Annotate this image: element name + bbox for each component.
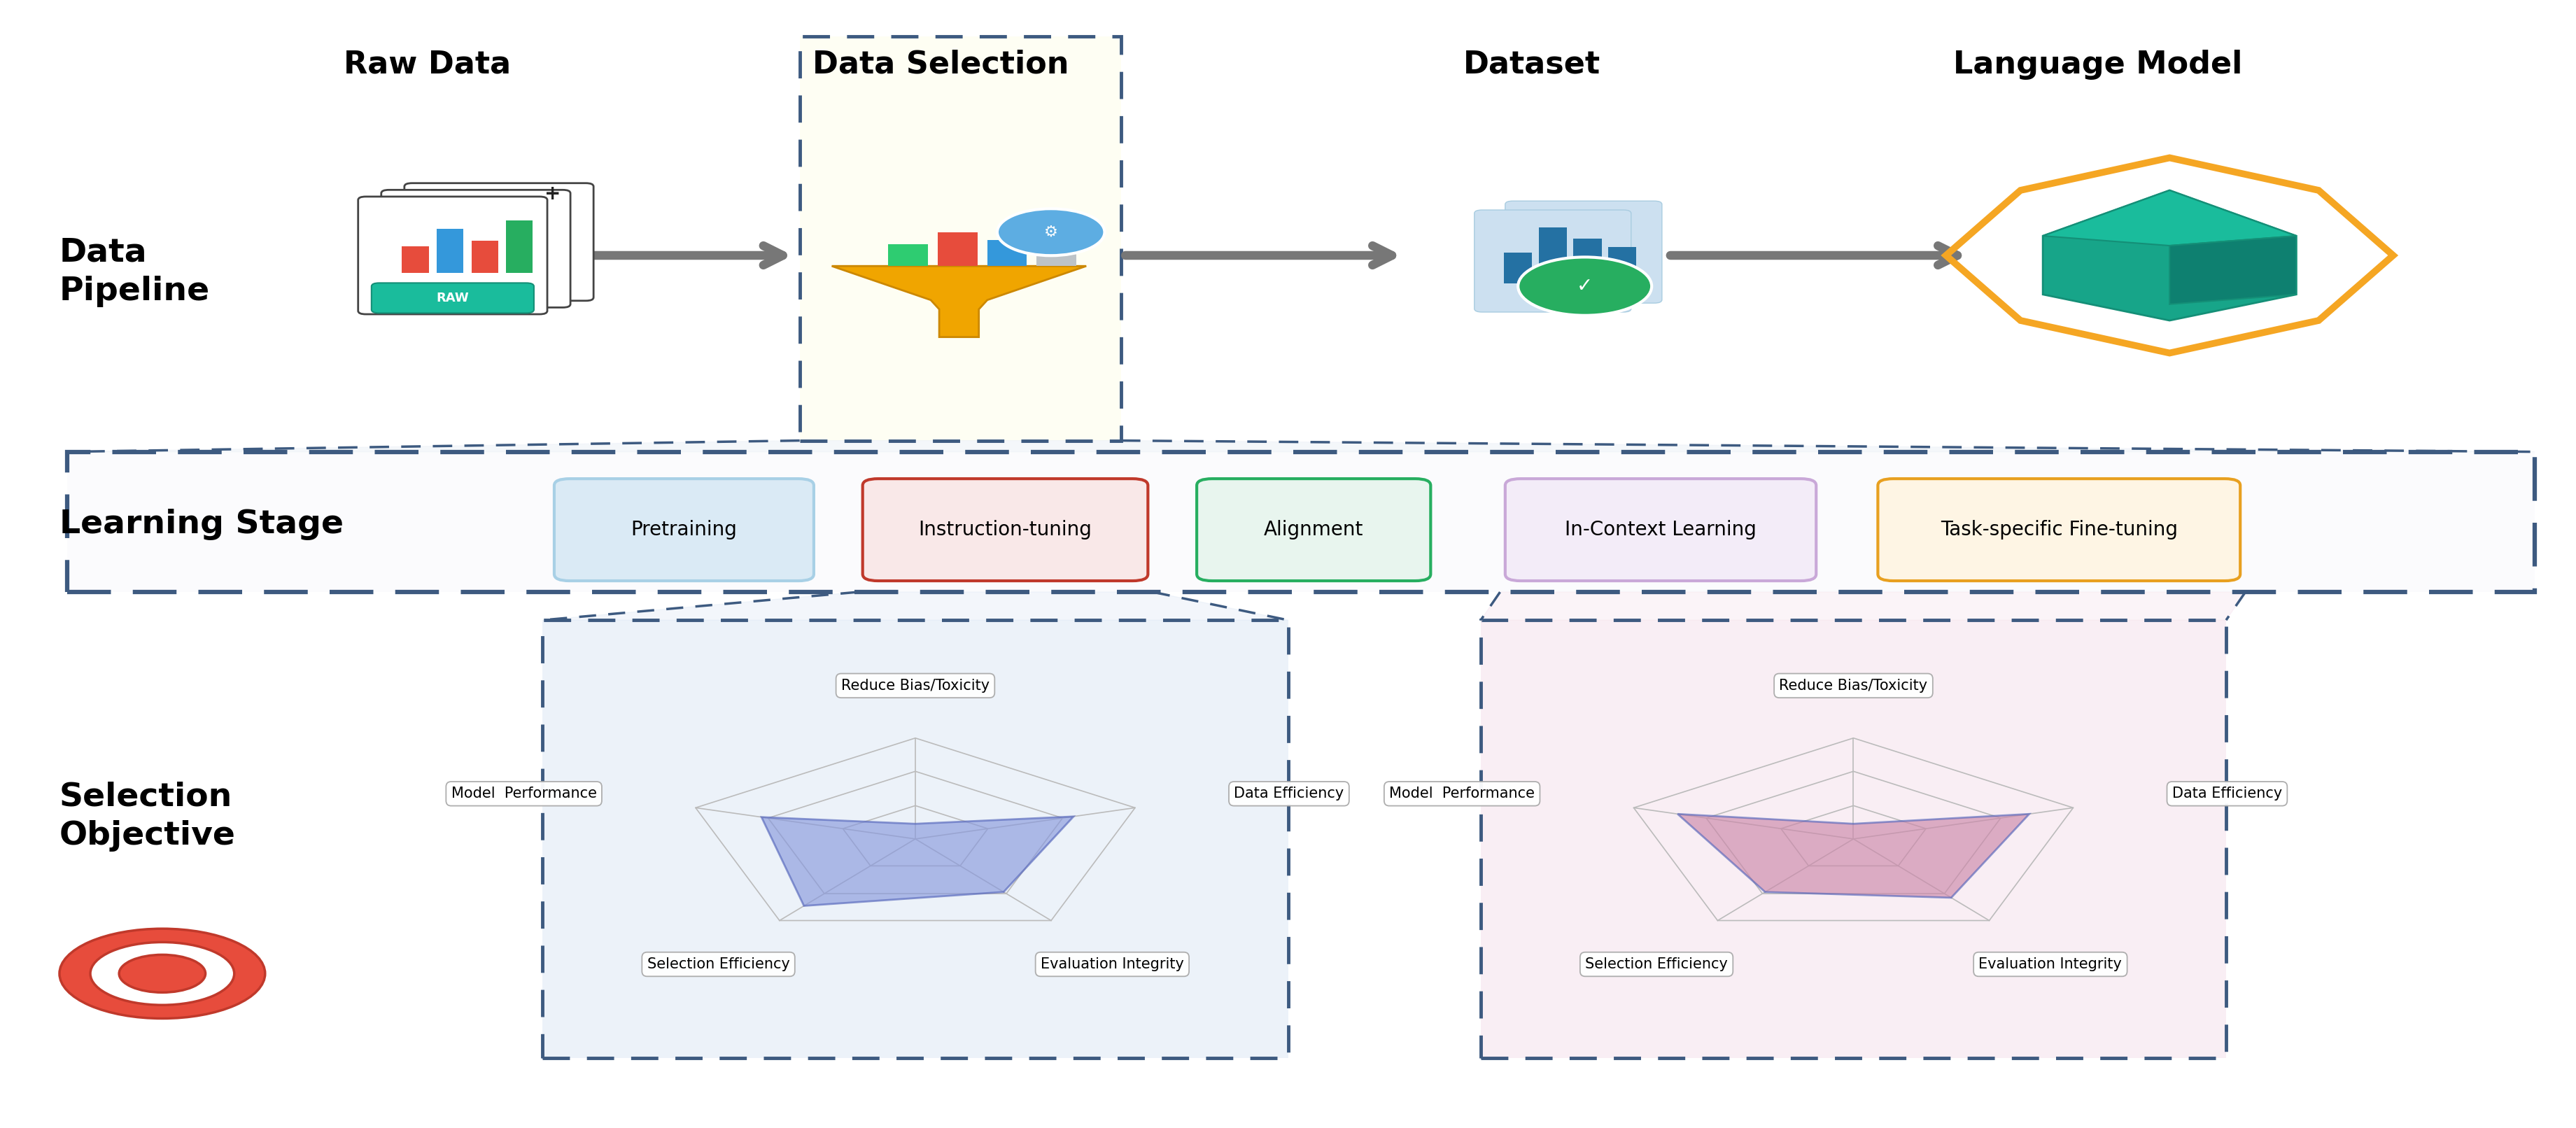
Text: +: +	[544, 184, 562, 204]
Bar	[544, 620, 1288, 1058]
Bar	[471, 240, 497, 273]
Text: Model  Performance: Model Performance	[451, 786, 598, 801]
Polygon shape	[762, 817, 1074, 906]
Text: Learning Stage: Learning Stage	[59, 509, 343, 540]
FancyBboxPatch shape	[381, 190, 569, 308]
Text: ⚙: ⚙	[1043, 226, 1059, 239]
Polygon shape	[67, 441, 2535, 452]
Text: RAW: RAW	[435, 292, 469, 305]
Polygon shape	[2043, 191, 2295, 246]
Polygon shape	[2043, 191, 2295, 320]
FancyBboxPatch shape	[358, 196, 546, 315]
Bar	[1607, 247, 1636, 283]
Text: Alignment: Alignment	[1265, 520, 1363, 539]
FancyBboxPatch shape	[371, 283, 533, 314]
Text: Data
Pipeline: Data Pipeline	[59, 237, 211, 308]
FancyBboxPatch shape	[404, 183, 592, 301]
Polygon shape	[2169, 236, 2295, 305]
Bar	[1504, 253, 1533, 283]
Text: Raw Data: Raw Data	[343, 50, 510, 80]
Text: Selection
Objective: Selection Objective	[59, 782, 237, 852]
Polygon shape	[1677, 814, 2030, 898]
Bar	[1538, 228, 1566, 283]
Bar	[987, 240, 1028, 266]
Text: Selection Efficiency: Selection Efficiency	[647, 958, 791, 971]
Bar	[1574, 238, 1602, 283]
Bar	[799, 36, 1121, 441]
Text: Evaluation Integrity: Evaluation Integrity	[1978, 958, 2123, 971]
Circle shape	[1517, 257, 1651, 316]
Text: Data Efficiency: Data Efficiency	[1234, 786, 1345, 801]
Text: Task-specific Fine-tuning: Task-specific Fine-tuning	[1940, 520, 2177, 539]
Polygon shape	[544, 592, 1288, 620]
Text: Selection Efficiency: Selection Efficiency	[1584, 958, 1728, 971]
Text: Reduce Bias/Toxicity: Reduce Bias/Toxicity	[1780, 679, 1927, 693]
Text: Data Selection: Data Selection	[814, 50, 1069, 80]
FancyBboxPatch shape	[554, 478, 814, 581]
Text: Reduce Bias/Toxicity: Reduce Bias/Toxicity	[842, 679, 989, 693]
Polygon shape	[832, 266, 1087, 337]
Text: ✓: ✓	[1577, 276, 1592, 296]
Bar	[67, 452, 2535, 592]
Bar	[938, 232, 976, 266]
FancyBboxPatch shape	[1878, 478, 2241, 581]
FancyBboxPatch shape	[863, 478, 1149, 581]
Bar	[1481, 620, 2226, 1058]
Text: Language Model: Language Model	[1953, 50, 2241, 80]
FancyBboxPatch shape	[1504, 201, 1662, 303]
Bar	[402, 247, 428, 273]
Bar	[799, 36, 1121, 441]
Bar	[889, 245, 927, 266]
FancyBboxPatch shape	[1473, 210, 1631, 312]
Bar	[67, 452, 2535, 592]
Bar	[438, 229, 464, 273]
Text: Dataset: Dataset	[1463, 50, 1600, 80]
Text: Evaluation Integrity: Evaluation Integrity	[1041, 958, 1185, 971]
FancyBboxPatch shape	[1198, 478, 1430, 581]
FancyBboxPatch shape	[1504, 478, 1816, 581]
Text: Pretraining: Pretraining	[631, 520, 737, 539]
Circle shape	[90, 942, 234, 1005]
Polygon shape	[1481, 592, 2246, 620]
Bar	[544, 620, 1288, 1058]
Text: Model  Performance: Model Performance	[1388, 786, 1535, 801]
Bar	[1036, 249, 1077, 266]
Bar	[505, 220, 533, 273]
Text: In-Context Learning: In-Context Learning	[1564, 520, 1757, 539]
Text: Instruction-tuning: Instruction-tuning	[920, 520, 1092, 539]
Circle shape	[59, 928, 265, 1019]
Circle shape	[118, 954, 206, 993]
Circle shape	[997, 209, 1105, 256]
Bar	[1481, 620, 2226, 1058]
Text: Data Efficiency: Data Efficiency	[2172, 786, 2282, 801]
